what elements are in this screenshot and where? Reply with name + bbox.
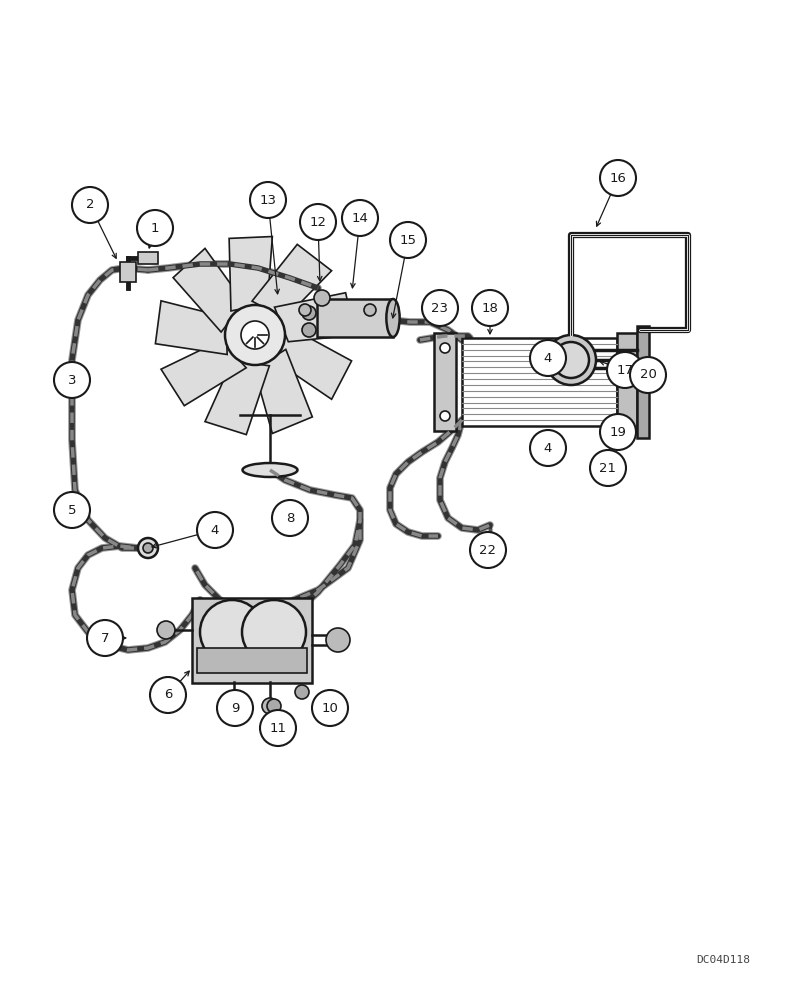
- Circle shape: [543, 355, 552, 365]
- Circle shape: [137, 210, 173, 246]
- Circle shape: [200, 600, 264, 664]
- Ellipse shape: [242, 463, 297, 477]
- Polygon shape: [204, 360, 269, 435]
- Text: 6: 6: [164, 688, 172, 702]
- Polygon shape: [254, 349, 312, 433]
- Bar: [138, 252, 158, 264]
- Text: 8: 8: [285, 512, 294, 524]
- Bar: [120, 262, 135, 282]
- Circle shape: [157, 621, 175, 639]
- Text: 2: 2: [86, 198, 94, 212]
- Polygon shape: [173, 248, 244, 332]
- Polygon shape: [229, 237, 272, 311]
- Circle shape: [530, 340, 565, 376]
- Circle shape: [440, 411, 449, 421]
- Circle shape: [552, 342, 588, 378]
- Text: 4: 4: [211, 524, 219, 536]
- Text: 10: 10: [321, 702, 338, 714]
- Circle shape: [150, 677, 186, 713]
- Circle shape: [325, 628, 350, 652]
- Circle shape: [225, 698, 242, 714]
- Text: 12: 12: [309, 216, 326, 229]
- Circle shape: [302, 323, 315, 337]
- Circle shape: [267, 699, 281, 713]
- Circle shape: [250, 182, 285, 218]
- Text: 22: 22: [479, 544, 496, 556]
- Circle shape: [267, 717, 281, 731]
- Circle shape: [422, 290, 457, 326]
- Polygon shape: [161, 340, 246, 406]
- Text: 21: 21: [599, 462, 616, 475]
- Circle shape: [302, 306, 315, 320]
- Circle shape: [54, 492, 90, 528]
- Text: 18: 18: [481, 302, 498, 314]
- Circle shape: [143, 543, 152, 553]
- Circle shape: [87, 620, 122, 656]
- Circle shape: [545, 335, 595, 385]
- Circle shape: [543, 443, 552, 453]
- Circle shape: [538, 438, 557, 458]
- Circle shape: [389, 222, 426, 258]
- Circle shape: [607, 352, 642, 388]
- Circle shape: [241, 321, 268, 349]
- Circle shape: [217, 690, 253, 726]
- Text: 3: 3: [67, 373, 76, 386]
- Circle shape: [618, 354, 630, 366]
- Circle shape: [225, 305, 285, 365]
- Circle shape: [314, 290, 329, 306]
- Text: 17: 17: [616, 363, 633, 376]
- Circle shape: [470, 532, 505, 568]
- Circle shape: [298, 304, 311, 316]
- Circle shape: [260, 710, 296, 746]
- Circle shape: [599, 160, 635, 196]
- Circle shape: [299, 204, 336, 240]
- Text: DC04D118: DC04D118: [695, 955, 749, 965]
- Polygon shape: [276, 326, 351, 399]
- Bar: [316, 299, 393, 337]
- Circle shape: [599, 414, 635, 450]
- Circle shape: [197, 512, 233, 548]
- Circle shape: [294, 685, 309, 699]
- Bar: [616, 333, 636, 431]
- Text: 16: 16: [609, 172, 625, 185]
- Circle shape: [530, 430, 565, 466]
- Text: 9: 9: [230, 702, 239, 714]
- Text: 7: 7: [101, 632, 109, 645]
- Circle shape: [72, 187, 108, 223]
- Polygon shape: [274, 293, 354, 342]
- Text: 4: 4: [543, 442, 551, 454]
- Circle shape: [341, 200, 378, 236]
- Bar: [191, 598, 311, 683]
- Text: 11: 11: [269, 722, 286, 734]
- Circle shape: [590, 450, 625, 486]
- Text: 20: 20: [639, 368, 655, 381]
- Circle shape: [272, 500, 307, 536]
- Text: 15: 15: [399, 233, 416, 246]
- Polygon shape: [251, 244, 331, 319]
- Bar: [197, 648, 307, 673]
- Ellipse shape: [386, 299, 399, 337]
- Text: 19: 19: [609, 426, 625, 438]
- Circle shape: [311, 690, 348, 726]
- Text: 1: 1: [151, 222, 159, 234]
- Text: 4: 4: [543, 352, 551, 364]
- Circle shape: [262, 698, 277, 714]
- Circle shape: [471, 290, 508, 326]
- Polygon shape: [155, 301, 227, 355]
- Text: 14: 14: [351, 212, 368, 225]
- Circle shape: [54, 362, 90, 398]
- Bar: [461, 338, 616, 426]
- Circle shape: [138, 538, 158, 558]
- Circle shape: [440, 343, 449, 353]
- Circle shape: [363, 304, 375, 316]
- Text: 13: 13: [260, 194, 277, 207]
- Circle shape: [242, 600, 306, 664]
- Text: 23: 23: [431, 302, 448, 314]
- Text: 5: 5: [67, 504, 76, 516]
- Circle shape: [629, 357, 665, 393]
- Circle shape: [538, 350, 557, 370]
- Bar: [636, 326, 648, 438]
- Bar: [433, 333, 456, 431]
